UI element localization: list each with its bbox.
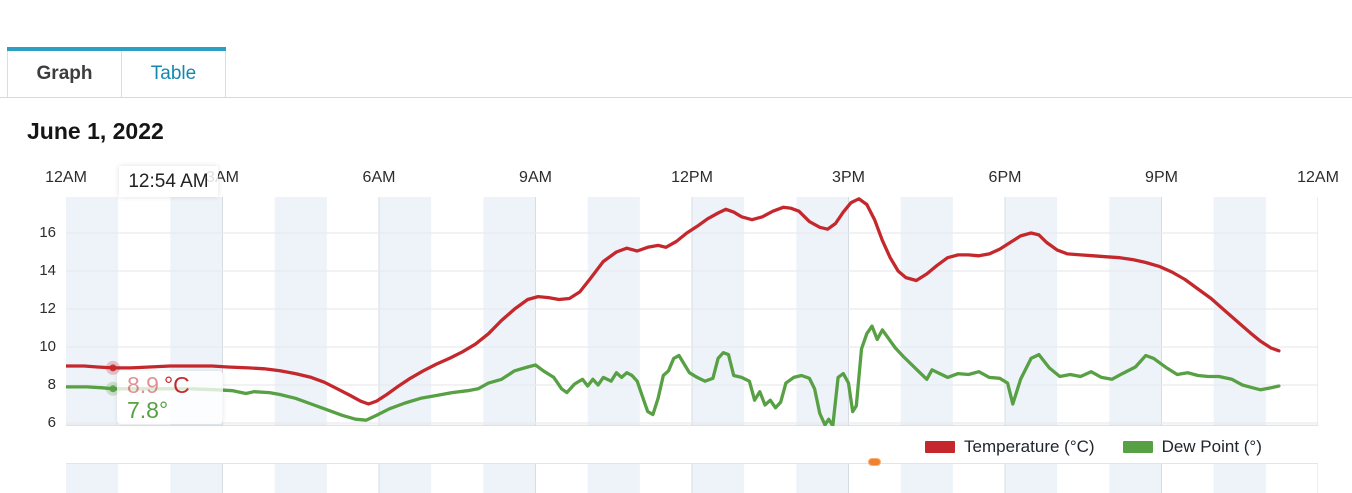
hover-time-label: 12:54 AM (128, 170, 209, 192)
tab-strip: Graph Table (0, 47, 1352, 98)
x-tick-label: 12AM (45, 169, 87, 186)
y-tick-label: 6 (47, 414, 56, 431)
dewpoint-swatch-icon (1122, 441, 1153, 453)
tabs: Graph Table (7, 47, 226, 97)
temperature-dewpoint-chart[interactable] (66, 197, 1318, 426)
orange-data-marker (868, 458, 882, 466)
y-tick-label: 8 (47, 376, 56, 393)
x-tick-label: 12PM (671, 169, 713, 186)
x-tick-label: 9PM (1145, 169, 1178, 186)
tab-graph[interactable]: Graph (7, 51, 121, 97)
y-tick-label: 14 (39, 262, 56, 279)
tab-table[interactable]: Table (121, 51, 226, 97)
hover-temp-value: 8.9 °C (127, 373, 223, 398)
legend-item-temperature[interactable]: Temperature (°C) (925, 437, 1095, 457)
hover-dew-value: 7.8° (127, 398, 223, 423)
y-tick-label: 16 (39, 224, 56, 241)
temperature-swatch-icon (925, 441, 955, 453)
tab-graph-label: Graph (36, 63, 93, 84)
secondary-chart-panel[interactable] (66, 463, 1318, 493)
tab-table-label: Table (150, 63, 197, 84)
temp-value-text: 8.9 (127, 372, 159, 398)
page-title: June 1, 2022 (27, 118, 164, 144)
hover-tooltip-time: 12:54 AM (119, 166, 218, 197)
x-tick-label: 6PM (988, 169, 1022, 186)
y-tick-label: 12 (39, 300, 56, 317)
legend-label-temperature: Temperature (°C) (964, 437, 1095, 456)
legend-item-dewpoint[interactable]: Dew Point (°) (1122, 437, 1262, 457)
x-tick-label: 12AM (1297, 169, 1339, 186)
hover-tooltip-values: 8.9 °C 7.8° (117, 371, 223, 424)
dew-unit-text: ° (158, 397, 169, 423)
x-tick-label: 3PM (832, 169, 865, 186)
chart-legend: Temperature (°C) Dew Point (°) (925, 437, 1262, 457)
x-tick-label: 9AM (519, 169, 552, 186)
legend-label-dewpoint: Dew Point (°) (1161, 437, 1262, 456)
y-tick-label: 10 (39, 338, 56, 355)
dew-value-text: 7.8 (127, 397, 159, 423)
x-tick-label: 6AM (362, 169, 396, 186)
temp-unit-text: °C (163, 372, 190, 398)
